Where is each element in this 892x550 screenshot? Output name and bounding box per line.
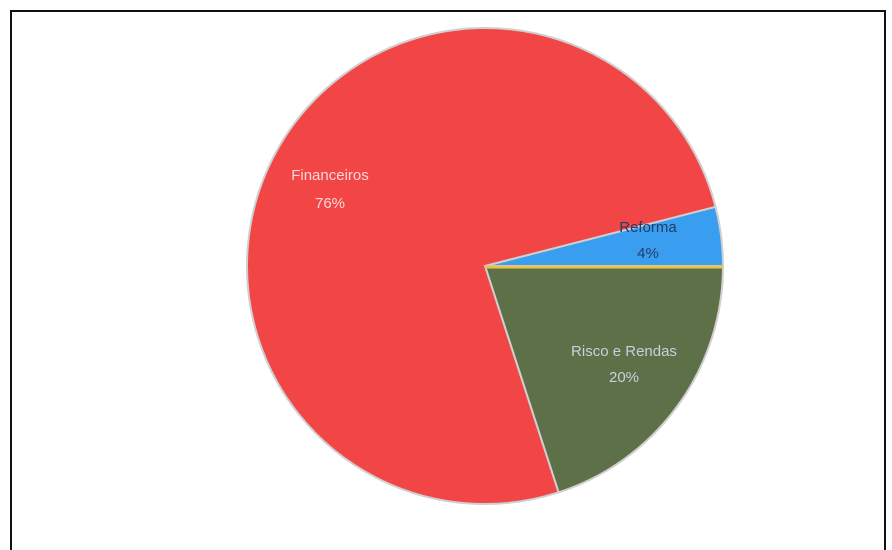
pie-label-name: Financeiros bbox=[291, 167, 369, 184]
pie-slice-risco-e-rendas bbox=[483, 265, 725, 494]
pie-label-value: 20% bbox=[609, 369, 639, 386]
pie-slices bbox=[246, 27, 725, 505]
pie-labels: Financeiros 76% Reforma 4% Risco e Rendas 20% bbox=[291, 167, 677, 386]
pie-slice-financeiros bbox=[246, 27, 717, 505]
pie-label-value: 76% bbox=[315, 195, 345, 212]
pie-label-financeiros: Financeiros 76% bbox=[291, 167, 369, 212]
pie-label-name: Risco e Rendas bbox=[571, 343, 677, 360]
chart-frame bbox=[10, 10, 886, 550]
pie-label-value: 4% bbox=[637, 245, 659, 262]
pie-label-reforma: Reforma 4% bbox=[619, 219, 677, 262]
pie-label-risco-e-rendas: Risco e Rendas 20% bbox=[571, 343, 677, 386]
pie-label-name: Reforma bbox=[619, 219, 677, 236]
